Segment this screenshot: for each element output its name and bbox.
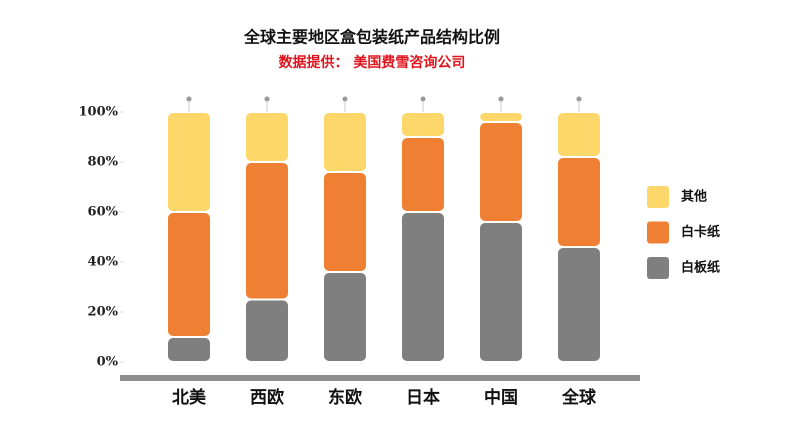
- bar-segment: [168, 338, 210, 361]
- bar-segment: [480, 113, 522, 121]
- bar-segment: [558, 158, 600, 246]
- bar-segment: [558, 248, 600, 361]
- y-tick-label: 0%: [97, 355, 119, 370]
- bar-segment: [402, 213, 444, 361]
- y-tick-label: 40%: [88, 255, 119, 270]
- bar-cap-dot: [498, 96, 504, 102]
- bar-segment: [558, 113, 600, 156]
- bar-segment: [324, 113, 366, 171]
- bar-segment: [324, 273, 366, 361]
- legend-swatch: [647, 257, 669, 279]
- chart-subtitle: 数据提供： 美国费雪咨询公司: [279, 54, 466, 71]
- x-tick-label: 日本: [406, 387, 440, 408]
- chart-title: 全球主要地区盒包装纸产品结构比例: [243, 28, 500, 47]
- x-tick-label: 中国: [484, 387, 518, 408]
- bar-cap-dot: [420, 96, 426, 102]
- bar-segment: [480, 223, 522, 361]
- y-tick-label: 20%: [88, 305, 119, 320]
- bar-segment: [246, 113, 288, 161]
- y-tick-label: 80%: [88, 155, 119, 170]
- x-axis: [120, 375, 640, 381]
- x-tick-label: 西欧: [250, 387, 284, 408]
- x-tick-label: 东欧: [328, 387, 362, 408]
- y-tick-label: 100%: [79, 105, 119, 120]
- bar-segment: [246, 163, 288, 299]
- bar-cap-dot: [264, 96, 270, 102]
- legend-swatch: [647, 221, 669, 244]
- bar-cap-dot: [186, 96, 192, 102]
- y-tick-label: 60%: [88, 205, 119, 220]
- bar-cap-dot: [576, 96, 582, 102]
- bar-segment: [168, 113, 210, 211]
- legend-label: 白卡纸: [681, 224, 720, 240]
- bar-segment: [402, 138, 444, 211]
- legend-swatch: [647, 186, 669, 208]
- legend-label: 其他: [681, 189, 707, 205]
- bar-segment: [168, 213, 210, 336]
- bar-segment: [246, 300, 288, 361]
- bar-segment: [480, 123, 522, 221]
- bar-cap-dot: [342, 96, 348, 102]
- bar-segment: [324, 173, 366, 271]
- x-tick-label: 北美: [172, 387, 207, 408]
- bar-segment: [402, 113, 444, 136]
- legend-label: 白板纸: [681, 260, 720, 276]
- x-tick-label: 全球: [561, 387, 597, 408]
